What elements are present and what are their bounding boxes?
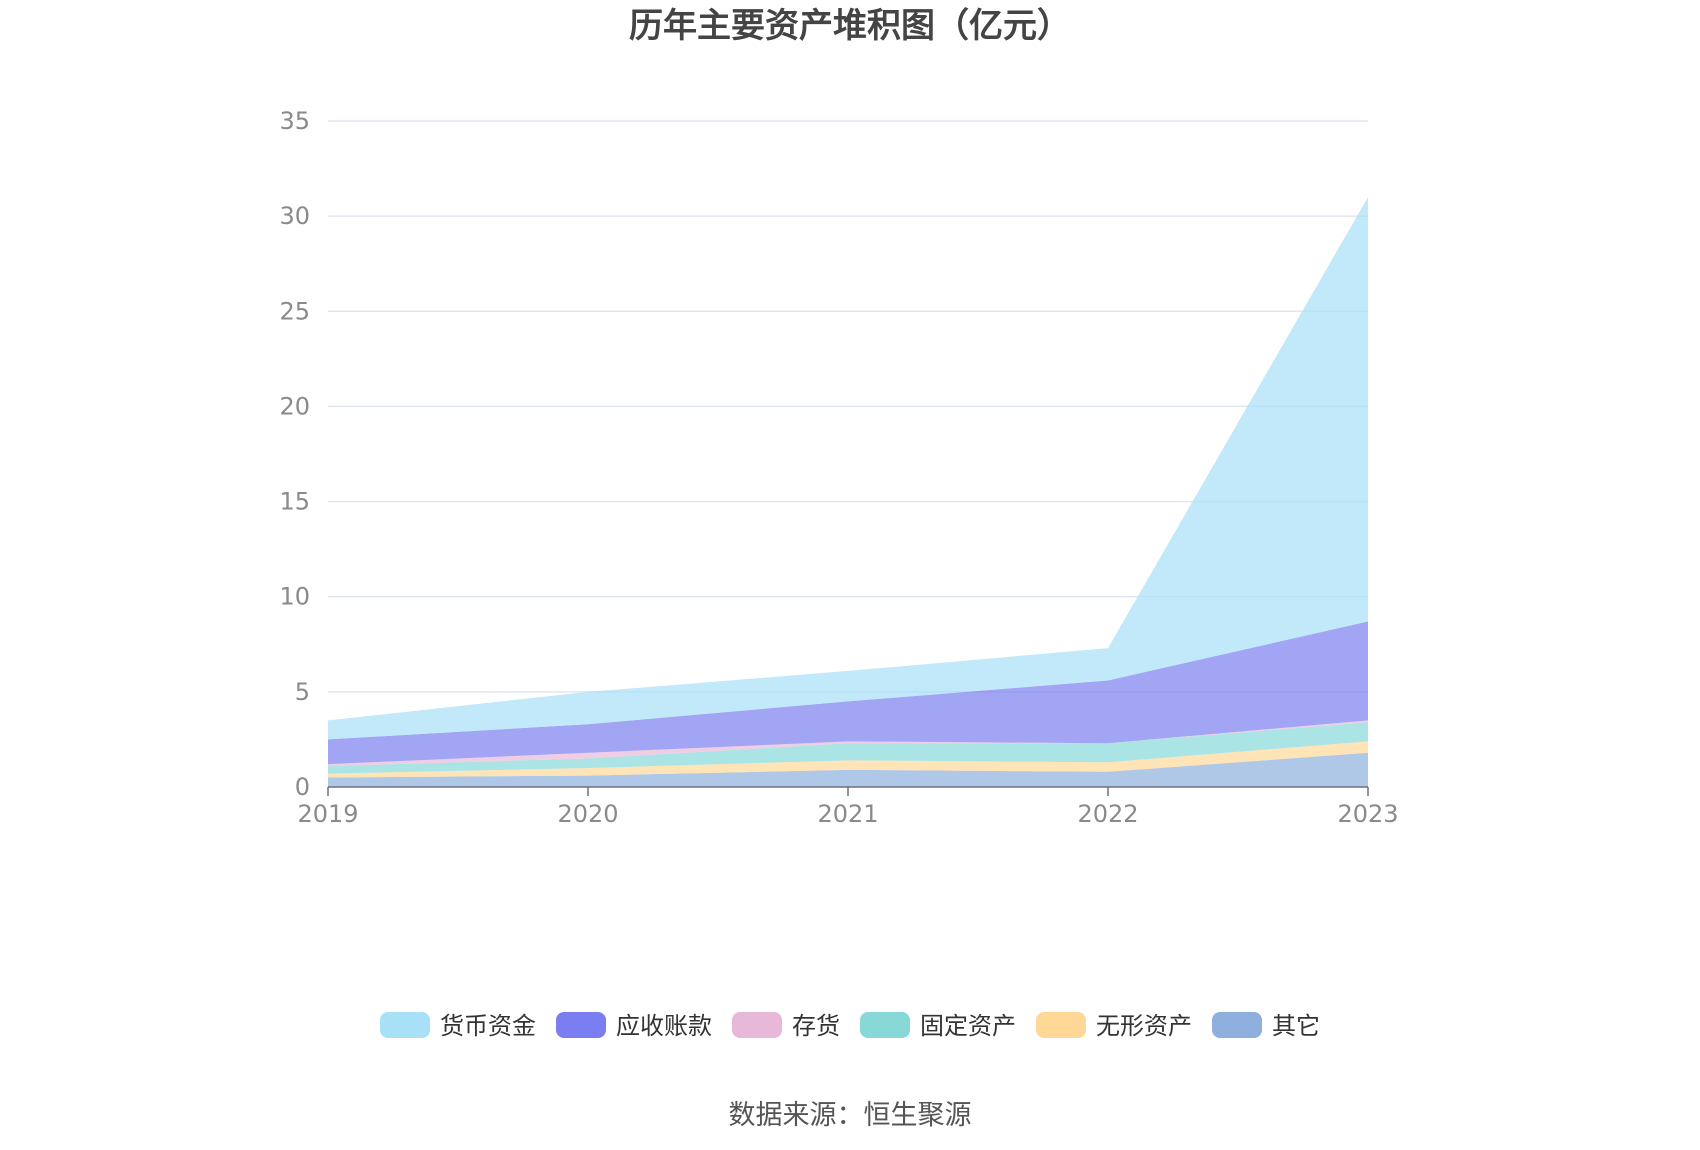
legend-swatch [1212, 1012, 1262, 1038]
x-tick-label: 2019 [297, 800, 358, 828]
y-tick-label: 0 [295, 773, 310, 801]
y-tick-label: 20 [279, 392, 310, 420]
data-source-note: 数据来源：恒生聚源 [729, 1100, 972, 1131]
x-tick-label: 2023 [1337, 800, 1398, 828]
legend-label: 其它 [1272, 1012, 1320, 1040]
area-series-2 [328, 722, 1368, 774]
chart-title: 历年主要资产堆积图（亿元） [629, 6, 1071, 46]
legend-swatch [732, 1012, 782, 1038]
area-series-group [328, 197, 1368, 787]
area-series-3 [328, 720, 1368, 767]
area-series-1 [328, 741, 1368, 778]
y-tick-label: 35 [279, 107, 310, 135]
legend-swatch [380, 1012, 430, 1038]
y-tick-label: 10 [279, 583, 310, 611]
legend: 货币资金 应收账款 存货 固定资产 无形资产 其它 [380, 1012, 1320, 1040]
legend-swatch [860, 1012, 910, 1038]
grid-lines [328, 120, 1368, 693]
legend-label: 存货 [792, 1012, 840, 1040]
legend-label: 货币资金 [440, 1012, 536, 1040]
legend-swatch [1036, 1012, 1086, 1038]
x-tick-label: 2022 [1077, 800, 1138, 828]
y-tick-label: 30 [279, 202, 310, 230]
y-tick-label: 15 [279, 488, 310, 516]
y-tick-label: 25 [279, 297, 310, 325]
legend-label: 无形资产 [1096, 1012, 1192, 1040]
legend-label: 应收账款 [616, 1012, 712, 1040]
x-tick-label: 2020 [557, 800, 618, 828]
axes: 0 5 10 15 20 25 30 35 2019 2020 2021 2022 2023 [279, 107, 1398, 828]
y-tick-label: 5 [295, 678, 310, 706]
legend-label: 固定资产 [920, 1012, 1016, 1040]
area-series-4 [328, 621, 1368, 765]
x-tick-label: 2021 [817, 800, 878, 828]
legend-swatch [556, 1012, 606, 1038]
